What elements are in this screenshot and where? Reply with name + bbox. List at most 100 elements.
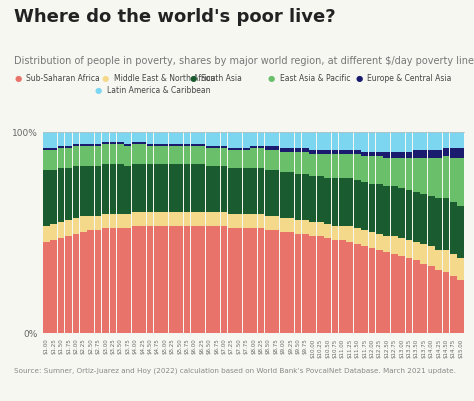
Bar [243, 150, 249, 168]
Bar [376, 251, 383, 333]
Bar [139, 132, 146, 142]
Bar [443, 148, 449, 156]
Bar [457, 281, 464, 333]
Bar [457, 207, 464, 259]
Bar [87, 144, 94, 146]
Bar [73, 219, 79, 235]
Bar [162, 144, 168, 146]
Bar [295, 221, 301, 235]
Bar [295, 235, 301, 333]
Bar [250, 215, 257, 229]
Bar [428, 196, 435, 247]
Bar [43, 132, 50, 148]
Bar [95, 146, 101, 166]
Bar [265, 231, 272, 333]
Bar [73, 146, 79, 166]
Bar [376, 184, 383, 235]
Bar [443, 132, 449, 148]
Bar [324, 154, 331, 178]
Bar [43, 227, 50, 243]
Bar [369, 249, 375, 333]
Bar [146, 164, 153, 213]
Bar [391, 152, 398, 158]
Bar [191, 132, 198, 144]
Text: ●: ● [356, 74, 363, 83]
Bar [420, 245, 427, 265]
Bar [450, 158, 457, 203]
Bar [265, 217, 272, 231]
Bar [43, 148, 50, 150]
Bar [236, 148, 242, 150]
Bar [87, 132, 94, 144]
Bar [420, 150, 427, 158]
Bar [406, 259, 412, 333]
Bar [317, 132, 324, 150]
Bar [265, 132, 272, 146]
Bar [332, 154, 338, 178]
Bar [154, 144, 161, 146]
Bar [398, 158, 405, 188]
Bar [65, 148, 72, 168]
Bar [287, 233, 294, 333]
Bar [361, 231, 368, 247]
Bar [109, 229, 116, 333]
Bar [324, 150, 331, 154]
Bar [95, 144, 101, 146]
Bar [243, 148, 249, 150]
Bar [102, 142, 109, 144]
Bar [117, 144, 124, 164]
Bar [236, 229, 242, 333]
Bar [65, 168, 72, 221]
Bar [317, 154, 324, 176]
Text: Sub-Saharan Africa: Sub-Saharan Africa [26, 74, 100, 83]
Bar [162, 146, 168, 164]
Bar [221, 213, 228, 227]
Bar [450, 277, 457, 333]
Bar [65, 237, 72, 333]
Bar [428, 267, 435, 333]
Bar [95, 217, 101, 231]
Bar [80, 144, 87, 146]
Bar [199, 213, 205, 227]
Bar [58, 239, 64, 333]
Bar [228, 215, 235, 229]
Bar [317, 223, 324, 237]
Text: Middle East & North Africa: Middle East & North Africa [114, 74, 215, 83]
Text: ●: ● [95, 86, 102, 95]
Text: South Asia: South Asia [201, 74, 242, 83]
Bar [169, 132, 175, 144]
Bar [243, 132, 249, 148]
Bar [169, 144, 175, 146]
Bar [361, 152, 368, 156]
Bar [154, 146, 161, 164]
Bar [443, 251, 449, 273]
Bar [102, 144, 109, 164]
Bar [228, 150, 235, 168]
Bar [339, 178, 346, 227]
Bar [80, 132, 87, 144]
Text: ●: ● [102, 74, 109, 83]
Bar [139, 142, 146, 144]
Bar [176, 227, 183, 333]
Bar [361, 132, 368, 152]
Bar [420, 158, 427, 194]
Bar [398, 239, 405, 257]
Bar [265, 146, 272, 150]
Text: East Asia & Pacific: East Asia & Pacific [280, 74, 350, 83]
Bar [450, 255, 457, 277]
Bar [139, 213, 146, 227]
Bar [73, 132, 79, 144]
Bar [176, 144, 183, 146]
Bar [369, 132, 375, 152]
Bar [176, 164, 183, 213]
Bar [162, 164, 168, 213]
Bar [73, 144, 79, 146]
Bar [58, 148, 64, 168]
Bar [117, 229, 124, 333]
Bar [80, 146, 87, 166]
Bar [65, 221, 72, 237]
Bar [206, 132, 212, 146]
Bar [339, 227, 346, 241]
Bar [310, 237, 316, 333]
Bar [332, 150, 338, 154]
